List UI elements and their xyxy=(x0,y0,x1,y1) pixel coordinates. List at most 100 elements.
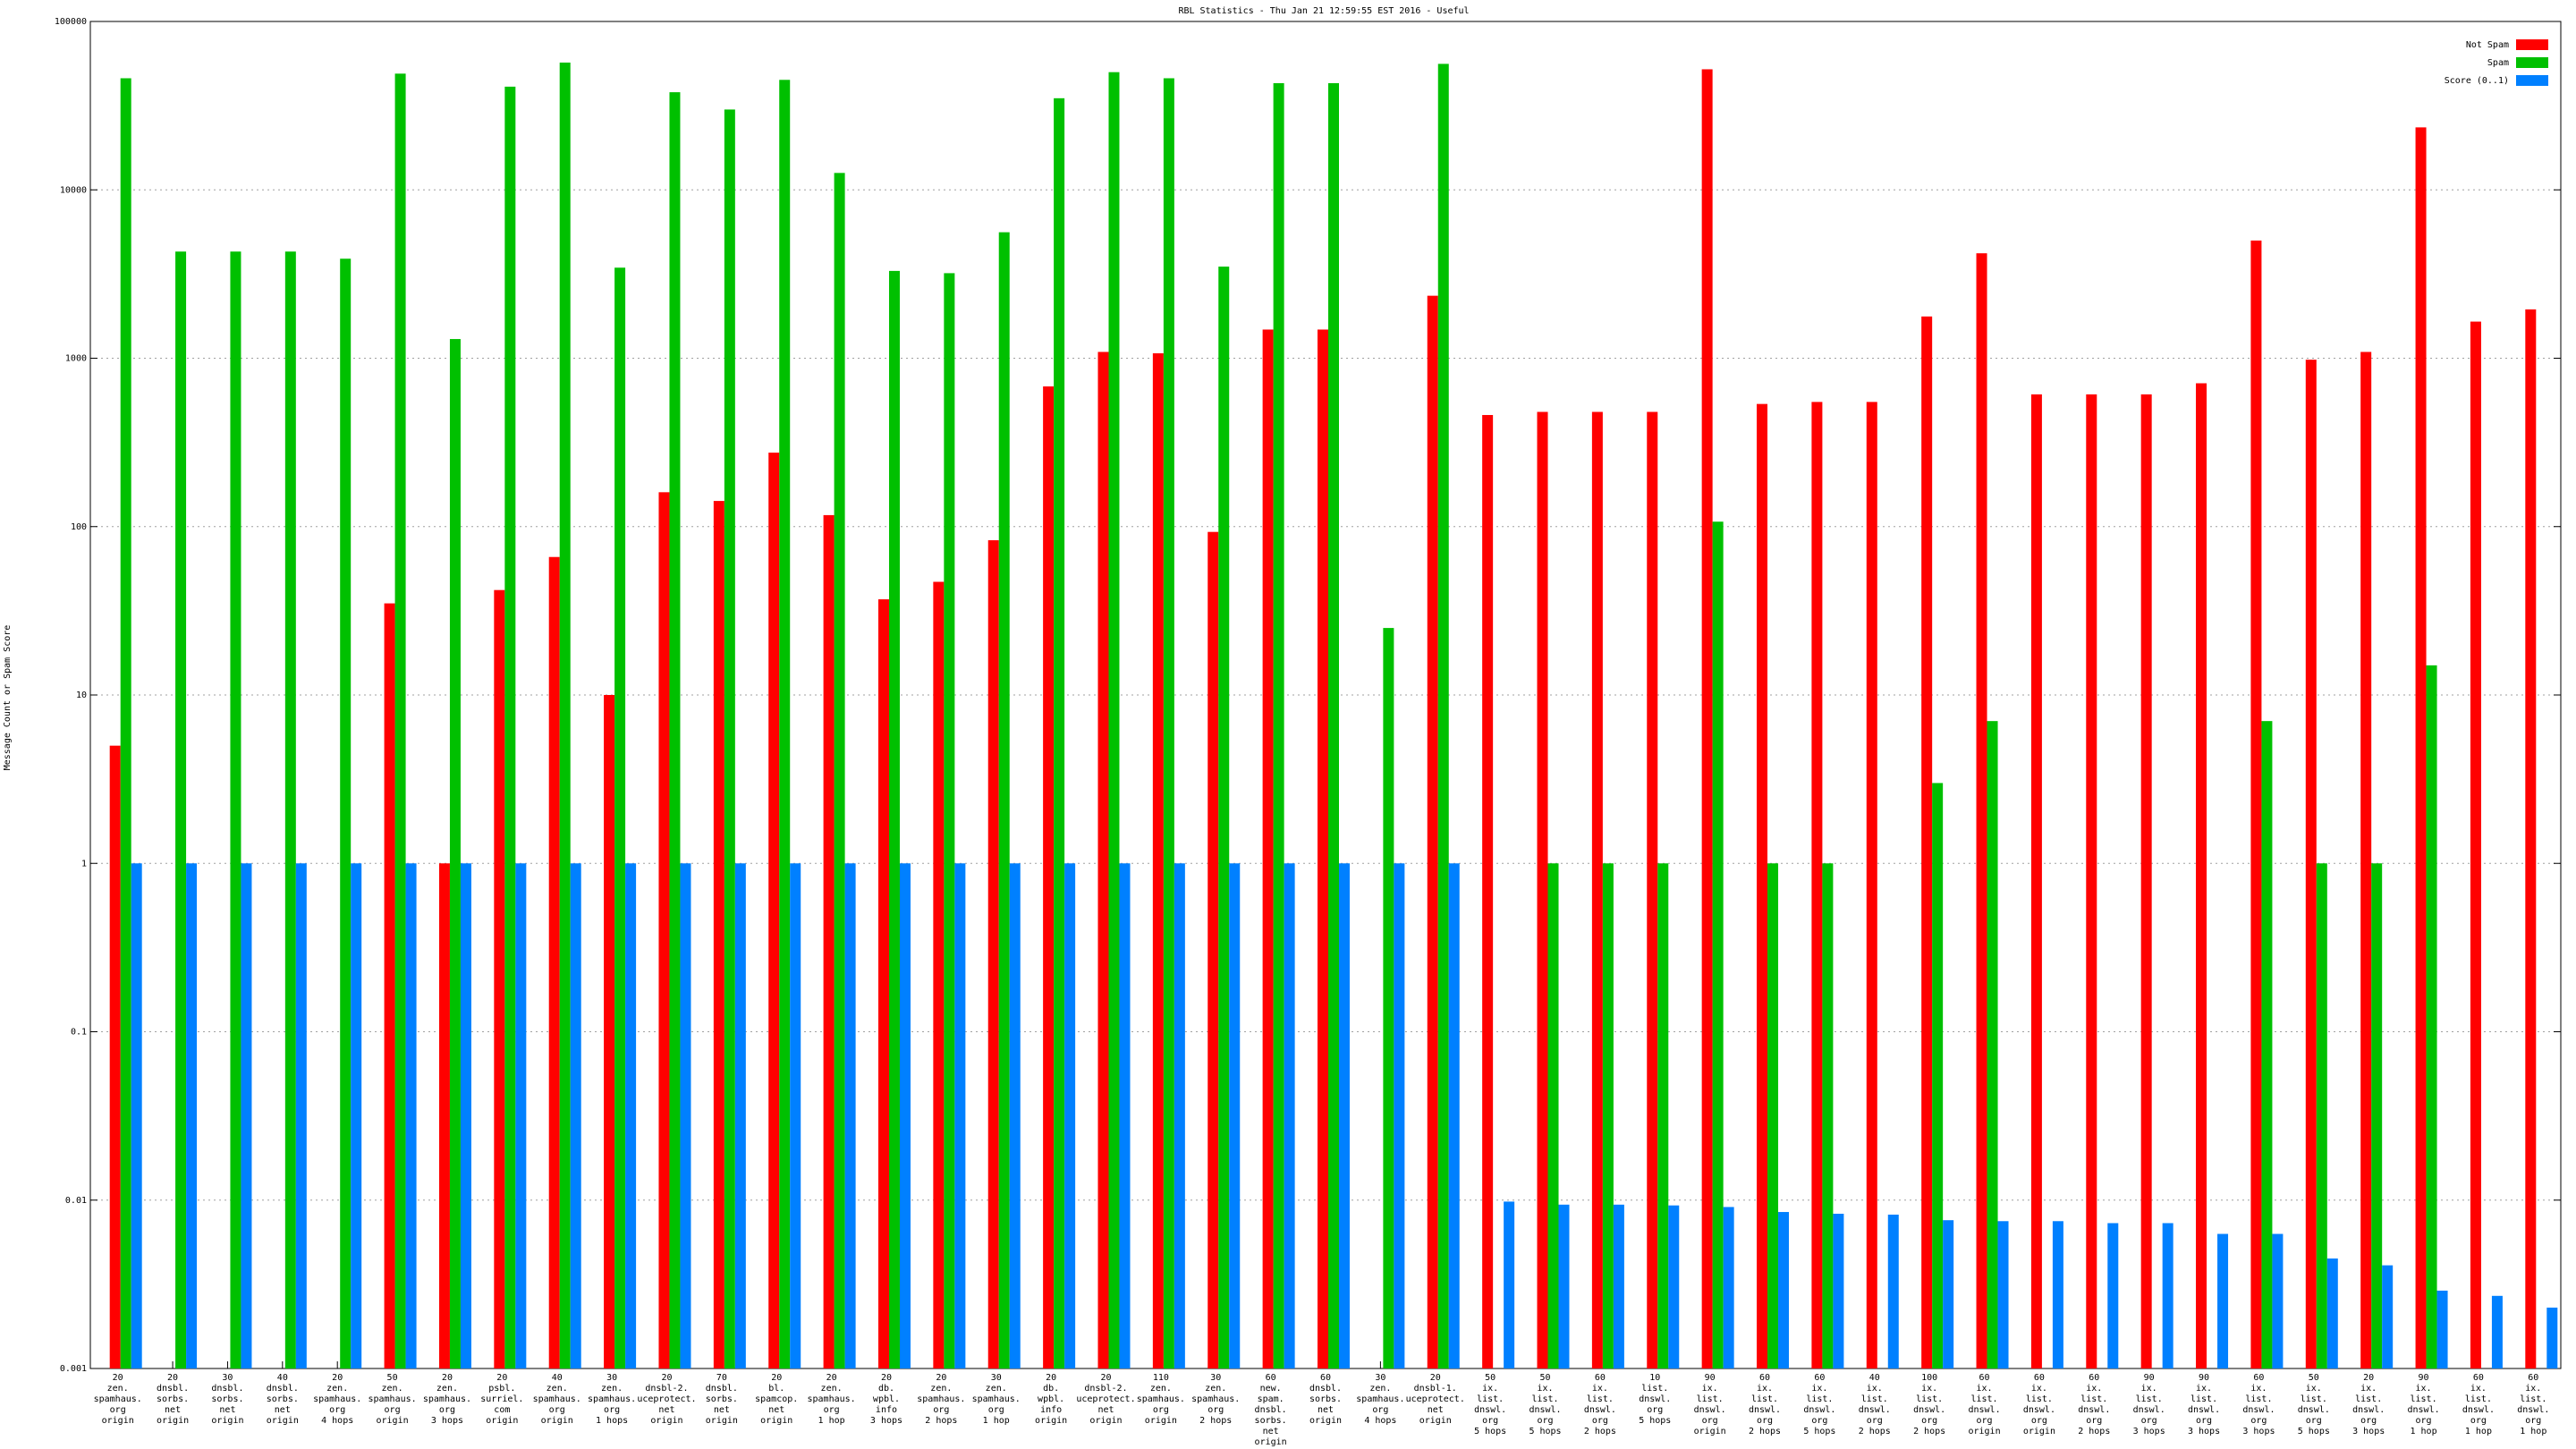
x-tick-label: org xyxy=(2141,1416,2157,1426)
x-tick-label: dnsbl-2. xyxy=(645,1384,688,1394)
x-tick-label: org xyxy=(1208,1405,1224,1415)
x-tick-label: org xyxy=(1977,1416,1993,1426)
bar xyxy=(2382,1265,2394,1368)
x-tick-label: net xyxy=(658,1405,674,1415)
x-tick-label: 1 hops xyxy=(596,1416,628,1426)
x-tick-label: org xyxy=(385,1405,401,1415)
x-tick-label: spam. xyxy=(1258,1394,1284,1404)
x-tick-label: 20 xyxy=(881,1373,892,1383)
x-tick-label: org xyxy=(1482,1416,1498,1426)
legend-label: Not Spam xyxy=(2466,40,2509,50)
x-tick-label: 3 hops xyxy=(870,1416,902,1426)
x-tick-label: wpbl. xyxy=(1038,1394,1064,1404)
x-tick-label: 90 xyxy=(1705,1373,1716,1383)
bar xyxy=(1987,721,1998,1368)
x-tick-label: origin xyxy=(2023,1427,2055,1436)
bar xyxy=(1394,863,1405,1368)
bar xyxy=(1701,69,1713,1368)
bar xyxy=(1448,863,1460,1368)
x-tick-label: origin xyxy=(486,1416,518,1426)
bar xyxy=(2272,1233,2284,1368)
x-tick-label: 20 xyxy=(332,1373,343,1383)
bar xyxy=(1778,1212,1790,1368)
x-tick-label: org xyxy=(1592,1416,1608,1426)
x-tick-label: 30 xyxy=(606,1373,617,1383)
x-tick-label: 4 hops xyxy=(321,1416,353,1426)
x-tick-label: 50 xyxy=(2309,1373,2319,1383)
x-tick-label: org xyxy=(1537,1416,1553,1426)
bar xyxy=(2371,863,2383,1368)
x-tick-label: origin xyxy=(650,1416,682,1426)
x-tick-label: spamhaus. xyxy=(94,1394,142,1404)
x-tick-label: surriel. xyxy=(480,1394,523,1404)
bar xyxy=(877,599,889,1368)
bar xyxy=(438,863,450,1368)
bar xyxy=(844,863,856,1368)
y-axis-label: Message Count or Spam Score xyxy=(3,625,13,771)
x-tick-label: ix. xyxy=(1702,1384,1718,1394)
x-tick-label: dnswl. xyxy=(2242,1405,2275,1415)
x-tick-label: ix. xyxy=(2141,1384,2157,1394)
bar xyxy=(899,863,911,1368)
bar xyxy=(2107,1223,2119,1368)
y-tick-label: 1 xyxy=(81,859,87,869)
bar xyxy=(1504,1201,1515,1368)
x-tick-label: origin xyxy=(1035,1416,1067,1426)
x-tick-label: list. xyxy=(2411,1394,2437,1404)
x-tick-label: 2 hops xyxy=(2078,1427,2110,1436)
x-tick-label: list. xyxy=(1587,1394,1614,1404)
x-tick-label: new. xyxy=(1260,1384,1282,1394)
bar xyxy=(2162,1223,2174,1368)
x-tick-label: 3 hops xyxy=(431,1416,463,1426)
x-tick-label: org xyxy=(2470,1416,2487,1426)
x-tick-label: list. xyxy=(2520,1394,2546,1404)
bar xyxy=(1613,1204,1624,1368)
x-tick-label: dnswl. xyxy=(2462,1405,2495,1415)
x-tick-label: dnswl. xyxy=(1694,1405,1726,1415)
x-tick-label: 50 xyxy=(1539,1373,1550,1383)
x-tick-label: list. xyxy=(1970,1394,1997,1404)
x-tick-label: net xyxy=(165,1405,181,1415)
bar xyxy=(120,78,131,1368)
bar xyxy=(1811,402,1823,1368)
bar xyxy=(724,109,735,1369)
legend-label: Spam xyxy=(2487,58,2509,68)
x-tick-label: zen. xyxy=(107,1384,129,1394)
bar xyxy=(340,258,352,1369)
bar xyxy=(1339,863,1350,1368)
x-tick-label: 50 xyxy=(1485,1373,1496,1383)
x-tick-label: dnswl. xyxy=(2078,1405,2110,1415)
x-tick-label: dnsbl-2. xyxy=(1084,1384,1127,1394)
x-tick-label: dnswl. xyxy=(2023,1405,2055,1415)
x-tick-label: 20 xyxy=(1100,1373,1111,1383)
x-tick-label: net xyxy=(1428,1405,1444,1415)
x-tick-label: zen. xyxy=(1150,1384,1172,1394)
x-tick-label: info xyxy=(876,1405,897,1415)
x-tick-label: list. xyxy=(1531,1394,1558,1404)
x-tick-label: ix. xyxy=(2416,1384,2432,1394)
x-tick-label: org xyxy=(1757,1416,1773,1426)
bar xyxy=(790,863,801,1368)
x-tick-label: org xyxy=(604,1405,620,1415)
bar xyxy=(2052,1221,2063,1368)
x-tick-label: origin xyxy=(1419,1416,1452,1426)
x-tick-label: 20 xyxy=(771,1373,782,1383)
bar xyxy=(2030,394,2042,1369)
bar xyxy=(625,863,637,1368)
bar xyxy=(1108,72,1120,1368)
x-tick-label: org xyxy=(1921,1416,1937,1426)
x-tick-label: origin xyxy=(1694,1427,1726,1436)
x-tick-label: dnsbl-1. xyxy=(1414,1384,1457,1394)
x-tick-label: origin xyxy=(541,1416,573,1426)
bar xyxy=(570,863,581,1368)
x-tick-label: 60 xyxy=(1979,1373,1990,1383)
x-tick-label: list. xyxy=(2080,1394,2107,1404)
x-tick-label: origin xyxy=(760,1416,792,1426)
bar xyxy=(2426,665,2437,1368)
x-tick-label: dnswl. xyxy=(1639,1394,1671,1404)
bar xyxy=(1887,1214,1899,1368)
bar xyxy=(1657,863,1669,1368)
x-tick-label: dnswl. xyxy=(2517,1405,2549,1415)
x-tick-label: 20 xyxy=(2363,1373,2374,1383)
x-tick-label: dnswl. xyxy=(2188,1405,2220,1415)
